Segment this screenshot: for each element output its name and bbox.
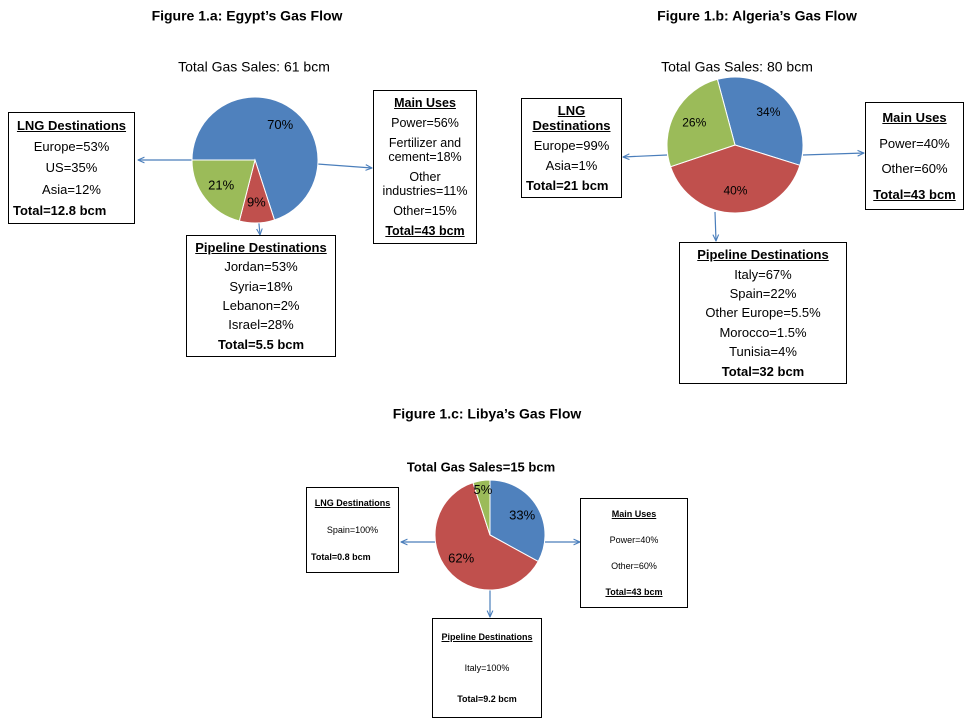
box-total: Total=21 bcm <box>526 177 609 193</box>
pie-slice <box>489 479 546 563</box>
box-total: Total=32 bcm <box>721 363 805 379</box>
box-line: Power=56% <box>391 116 459 130</box>
box-title: LNG Destinations <box>16 118 127 134</box>
box-total: Total=9.2 bcm <box>457 694 517 705</box>
pie-slice <box>716 76 804 166</box>
figure-title: Figure 1.c: Libya’s Gas Flow <box>393 406 582 422</box>
box-total: Total=43 bcm <box>605 587 663 597</box>
pipeline-box: Pipeline Destinations Italy=67% Spain=22% O… <box>679 242 847 384</box>
box-line: Europe=53% <box>33 139 110 155</box>
slice-label: 9% <box>247 194 266 209</box>
pie-slice <box>434 482 539 591</box>
uses-box: Main Uses Power=40% Other=60% Total=43 bcm <box>580 498 688 608</box>
box-title: Pipeline Destinations <box>195 240 327 256</box>
slice-label: 26% <box>682 115 706 129</box>
box-title: Main Uses <box>882 110 947 126</box>
box-line: Italy=100% <box>464 662 510 673</box>
pipeline-box: Pipeline Destinations Italy=100% Total=9.2… <box>432 618 542 718</box>
lng-box: LNG Destinations Spain=100% Total=0.8 bcm <box>306 487 399 573</box>
box-line: Other Europe=5.5% <box>705 305 821 321</box>
box-title: Main Uses <box>394 96 456 110</box>
pie-subtitle: Total Gas Sales=15 bcm <box>407 459 555 474</box>
lng-box: LNG Destinations Europe=99% Asia=1% Total=2… <box>521 98 622 198</box>
box-line: Other=60% <box>881 161 948 177</box>
pipeline-box: Pipeline Destinations Jordan=53% Syria=18%… <box>186 235 336 357</box>
lng-box: LNG Destinations Europe=53% US=35% Asia=12%… <box>8 112 135 224</box>
box-total: Total=0.8 bcm <box>311 551 371 562</box>
box-line: Fertilizer and cement=18% <box>388 136 462 164</box>
figure-title: Figure 1.a: Egypt’s Gas Flow <box>152 8 343 24</box>
box-line: Asia=12% <box>42 181 101 197</box>
box-line: Other=60% <box>611 561 657 571</box>
box-line: Spain=22% <box>729 286 797 302</box>
box-line: Lebanon=2% <box>222 298 300 314</box>
box-line: Power=40% <box>879 135 950 151</box>
uses-box: Main Uses Power=40% Other=60% Total=43 bcm <box>865 102 964 210</box>
box-title: LNG Destinations <box>314 498 391 509</box>
pie-slice <box>191 159 256 222</box>
pie-subtitle: Total Gas Sales: 61 bcm <box>178 59 330 75</box>
box-line: Spain=100% <box>326 524 379 535</box>
box-line: Other industries=11% <box>382 170 468 198</box>
box-line: US=35% <box>45 160 98 176</box>
box-title: Pipeline Destinations <box>697 247 829 263</box>
box-line: Europe=99% <box>533 138 610 154</box>
box-line: Israel=28% <box>228 317 294 333</box>
box-line: Power=40% <box>609 535 659 545</box>
box-total: Total=12.8 bcm <box>13 202 107 218</box>
box-total: Total=5.5 bcm <box>217 336 305 352</box>
box-line: Italy=67% <box>734 266 792 282</box>
pie-subtitle: Total Gas Sales: 80 bcm <box>661 59 813 75</box>
pie-slice <box>472 479 491 536</box>
slice-label: 70% <box>267 117 293 132</box>
box-total: Total=43 bcm <box>385 224 465 238</box>
box-line: Jordan=53% <box>224 259 298 275</box>
uses-box: Main Uses Power=56% Fertilizer and cement=… <box>373 90 477 244</box>
box-line: Other=15% <box>393 204 457 218</box>
slice-label: 62% <box>448 550 474 565</box>
slice-label: 34% <box>756 105 780 119</box>
pie-slice <box>666 78 736 168</box>
box-line: Asia=1% <box>545 157 598 173</box>
pie-slice <box>669 144 801 214</box>
slice-label: 5% <box>474 482 493 497</box>
box-total: Total=43 bcm <box>873 186 956 202</box>
box-title: Pipeline Destinations <box>441 631 533 642</box>
box-line: Tunisia=4% <box>729 344 797 360</box>
slice-label: 21% <box>208 178 234 193</box>
slice-label: 33% <box>509 507 535 522</box>
figure-title: Figure 1.b: Algeria’s Gas Flow <box>657 8 857 24</box>
box-title: Main Uses <box>611 509 657 519</box>
box-title: LNG Destinations <box>532 103 611 134</box>
box-line: Morocco=1.5% <box>719 324 807 340</box>
box-line: Syria=18% <box>229 278 293 294</box>
slice-label: 40% <box>723 183 747 197</box>
